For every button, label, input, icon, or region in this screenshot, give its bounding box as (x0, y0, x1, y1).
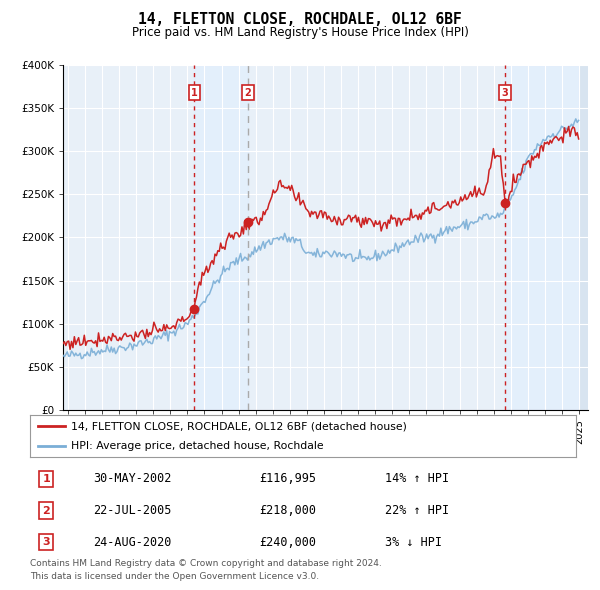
Text: 30-MAY-2002: 30-MAY-2002 (93, 473, 171, 486)
Text: 2: 2 (245, 87, 251, 97)
Text: 14, FLETTON CLOSE, ROCHDALE, OL12 6BF (detached house): 14, FLETTON CLOSE, ROCHDALE, OL12 6BF (d… (71, 421, 407, 431)
Text: £240,000: £240,000 (259, 536, 316, 549)
Text: £116,995: £116,995 (259, 473, 316, 486)
Bar (194, 65, 248, 410)
Text: £218,000: £218,000 (259, 504, 316, 517)
Text: 14, FLETTON CLOSE, ROCHDALE, OL12 6BF: 14, FLETTON CLOSE, ROCHDALE, OL12 6BF (138, 12, 462, 27)
Text: 3: 3 (502, 87, 509, 97)
Text: 1: 1 (43, 474, 50, 484)
Text: 14% ↑ HPI: 14% ↑ HPI (385, 473, 449, 486)
Text: 2: 2 (43, 506, 50, 516)
Text: 22-JUL-2005: 22-JUL-2005 (93, 504, 171, 517)
Text: 1: 1 (191, 87, 198, 97)
Text: This data is licensed under the Open Government Licence v3.0.: This data is licensed under the Open Gov… (30, 572, 319, 581)
Text: Price paid vs. HM Land Registry's House Price Index (HPI): Price paid vs. HM Land Registry's House … (131, 26, 469, 39)
Bar (505, 65, 580, 410)
Bar (580, 65, 588, 410)
Text: 24-AUG-2020: 24-AUG-2020 (93, 536, 171, 549)
Text: Contains HM Land Registry data © Crown copyright and database right 2024.: Contains HM Land Registry data © Crown c… (30, 559, 382, 568)
Text: HPI: Average price, detached house, Rochdale: HPI: Average price, detached house, Roch… (71, 441, 323, 451)
Text: 22% ↑ HPI: 22% ↑ HPI (385, 504, 449, 517)
Text: 3: 3 (43, 537, 50, 548)
Text: 3% ↓ HPI: 3% ↓ HPI (385, 536, 442, 549)
